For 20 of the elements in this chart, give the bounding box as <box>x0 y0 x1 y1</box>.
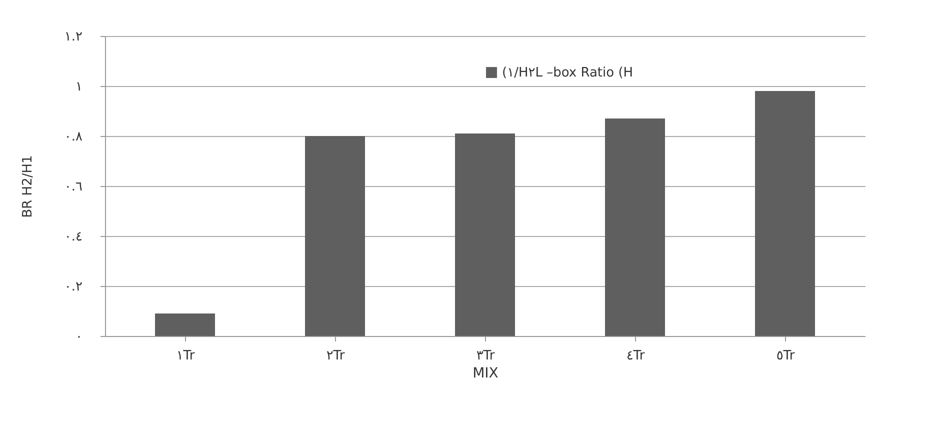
y-tick-label: ١ <box>76 80 82 94</box>
legend-label: (١/H٢L –box Ratio (H <box>502 66 634 80</box>
y-tick-label: ٠.٢ <box>64 280 83 294</box>
y-tick-label: ١.٢ <box>64 30 83 44</box>
bar <box>755 91 815 336</box>
y-tick-label: ٠ <box>76 330 82 344</box>
x-axis-title: MIX <box>472 366 499 382</box>
y-axis-title: BR H2/H1 <box>20 155 36 218</box>
x-tick-label: ٥Tr <box>776 348 796 364</box>
bar <box>155 314 215 336</box>
bar <box>305 136 365 336</box>
bar <box>605 118 665 336</box>
x-tick-label: ٤Tr <box>626 348 646 364</box>
x-tick-label: ٢Tr <box>326 348 346 364</box>
x-tick-label: ١Tr <box>176 348 196 364</box>
x-tick-label: ٣Tr <box>476 348 496 364</box>
y-tick-label: ٠.٨ <box>64 130 83 144</box>
bar <box>455 134 515 336</box>
y-tick-label: ٠.٤ <box>64 230 82 244</box>
y-tick-label: ٠.٦ <box>64 180 83 194</box>
